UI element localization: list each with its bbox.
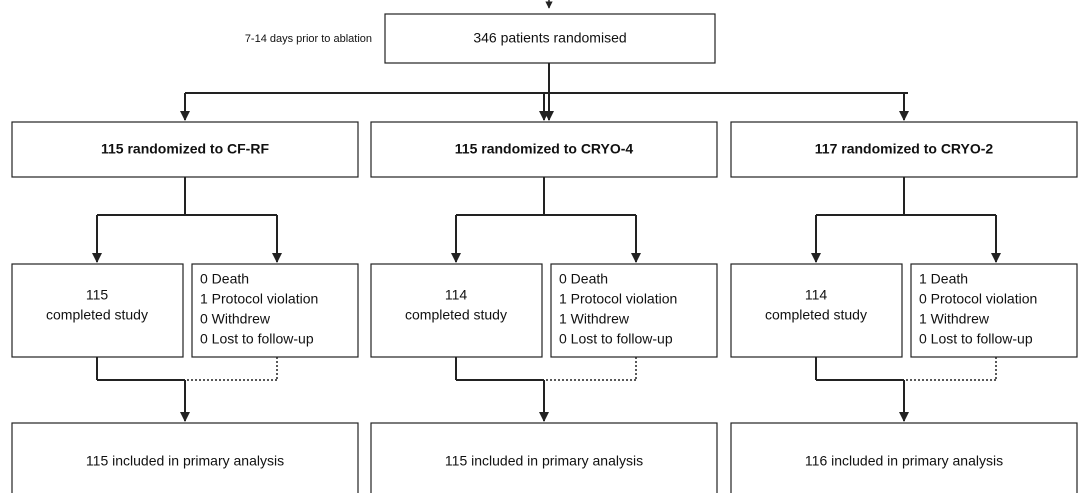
excluded-item: 1 Protocol violation	[559, 291, 677, 307]
excluded-item: 0 Death	[200, 271, 249, 287]
arm-box	[370, 121, 718, 178]
excluded-box	[191, 263, 359, 358]
completed-label: completed study	[765, 307, 867, 323]
analysis-box	[730, 422, 1078, 498]
completed-count: 114	[445, 287, 468, 303]
excluded-item: 1 Withdrew	[919, 311, 990, 327]
completed-label: completed study	[405, 307, 507, 323]
analysis-label: 115 included in primary analysis	[445, 453, 643, 469]
excluded-item: 1 Protocol violation	[200, 291, 318, 307]
excluded-item: 1 Withdrew	[559, 311, 630, 327]
arm-label: 115 randomized to CF-RF	[101, 141, 269, 157]
arm-label: 115 randomized to CRYO-4	[455, 141, 634, 157]
completed-box	[730, 263, 903, 358]
excluded-item: 0 Death	[559, 271, 608, 287]
arm-box	[730, 121, 1078, 178]
excluded-item: 0 Lost to follow-up	[919, 331, 1033, 347]
excluded-item: 0 Lost to follow-up	[200, 331, 314, 347]
analysis-box	[370, 422, 718, 498]
excluded-box	[550, 263, 718, 358]
excluded-item: 0 Protocol violation	[919, 291, 1037, 307]
completed-label: completed study	[46, 307, 148, 323]
completed-box	[370, 263, 543, 358]
excluded-item: 0 Withdrew	[200, 311, 271, 327]
analysis-box	[11, 422, 359, 498]
completed-count: 115	[86, 287, 109, 303]
excluded-box	[910, 263, 1078, 358]
analysis-label: 116 included in primary analysis	[805, 453, 1003, 469]
arm-label: 117 randomized to CRYO-2	[815, 141, 994, 157]
timing-note: 7-14 days prior to ablation	[245, 33, 372, 45]
excluded-item: 0 Lost to follow-up	[559, 331, 673, 347]
completed-box	[11, 263, 184, 358]
analysis-label: 115 included in primary analysis	[86, 453, 284, 469]
completed-count: 114	[805, 287, 828, 303]
top-label: 346 patients randomised	[473, 30, 626, 46]
excluded-item: 1 Death	[919, 271, 968, 287]
